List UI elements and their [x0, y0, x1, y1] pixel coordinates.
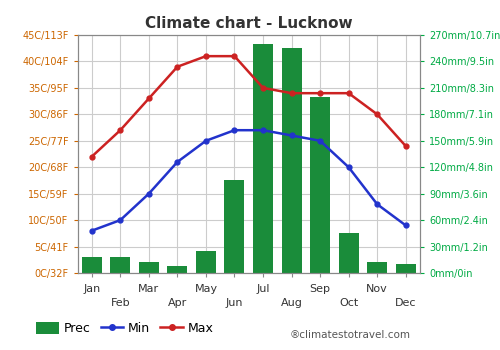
Legend: Prec, Min, Max: Prec, Min, Max: [31, 317, 218, 340]
Bar: [196, 251, 216, 273]
Bar: [168, 266, 188, 273]
Text: Mar: Mar: [138, 284, 160, 294]
Text: May: May: [194, 284, 218, 294]
Bar: [396, 264, 415, 273]
Bar: [110, 257, 130, 273]
Text: Apr: Apr: [168, 298, 187, 308]
Bar: [82, 257, 102, 273]
Text: Jun: Jun: [226, 298, 243, 308]
Text: Nov: Nov: [366, 284, 388, 294]
Text: Jul: Jul: [256, 284, 270, 294]
Bar: [367, 262, 387, 273]
Title: Climate chart - Lucknow: Climate chart - Lucknow: [145, 16, 352, 31]
Text: Dec: Dec: [395, 298, 416, 308]
Bar: [310, 97, 330, 273]
Bar: [282, 48, 302, 273]
Bar: [224, 181, 244, 273]
Text: Oct: Oct: [339, 298, 358, 308]
Bar: [338, 233, 358, 273]
Text: Jan: Jan: [83, 284, 100, 294]
Bar: [139, 261, 159, 273]
Text: Aug: Aug: [280, 298, 302, 308]
Bar: [253, 44, 273, 273]
Text: Sep: Sep: [310, 284, 330, 294]
Text: ®climatestotravel.com: ®climatestotravel.com: [290, 329, 411, 340]
Text: Feb: Feb: [110, 298, 130, 308]
